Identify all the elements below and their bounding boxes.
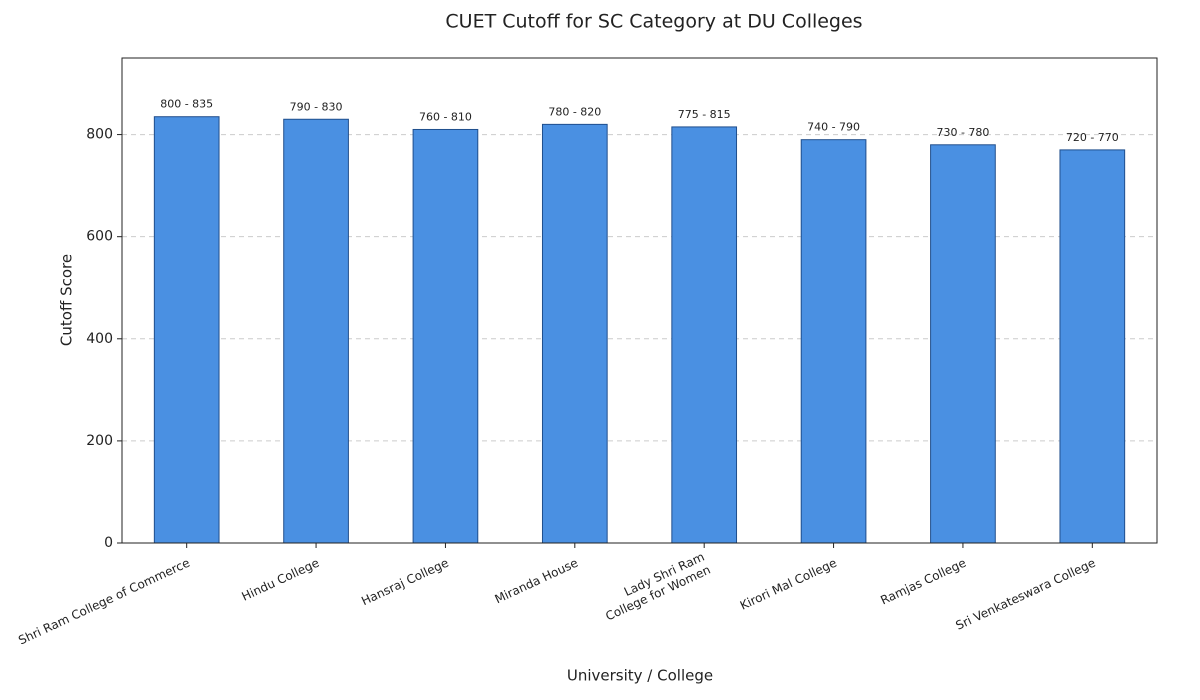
bar [412, 128, 479, 544]
value-label: 740 - 790 [807, 121, 860, 134]
value-label: 780 - 820 [548, 105, 601, 118]
x-tick-label: Kirori Mal College [738, 556, 839, 613]
x-tick-label: Sri Venkateswara College [954, 556, 1098, 633]
x-tick-label: Hindu College [239, 556, 321, 604]
bar [1059, 149, 1126, 544]
y-tick-label: 400 [86, 331, 113, 347]
y-tick-label: 600 [86, 229, 113, 245]
value-label: 730 - 780 [936, 126, 989, 139]
bar [671, 126, 738, 544]
y-tick-label: 0 [104, 535, 113, 551]
y-tick-label: 800 [86, 127, 113, 143]
plot-frame [121, 57, 1158, 544]
x-tick-label: Miranda House [493, 556, 580, 607]
bar [930, 144, 996, 544]
value-label: 775 - 815 [678, 108, 731, 121]
value-label: 790 - 830 [290, 100, 343, 113]
x-tick-label: Shri Ram College of Commerce [16, 556, 192, 648]
chart-title: CUET Cutoff for SC Category at DU Colleg… [445, 11, 862, 33]
value-label: 800 - 835 [160, 98, 213, 111]
y-tick-label: 200 [86, 433, 113, 449]
bar [800, 139, 867, 544]
bar [283, 118, 349, 544]
x-tick-label: Hansraj College [359, 556, 451, 609]
value-label: 760 - 810 [419, 110, 472, 123]
bar [541, 123, 608, 544]
x-tick-label: Lady Shri RamCollege for Women [597, 549, 712, 623]
value-label: 720 - 770 [1066, 131, 1119, 144]
y-axis-label: Cutoff Score [58, 254, 76, 346]
bar [153, 116, 220, 544]
x-tick-label: Ramjas College [878, 556, 968, 608]
x-axis-label: University / College [567, 667, 713, 685]
